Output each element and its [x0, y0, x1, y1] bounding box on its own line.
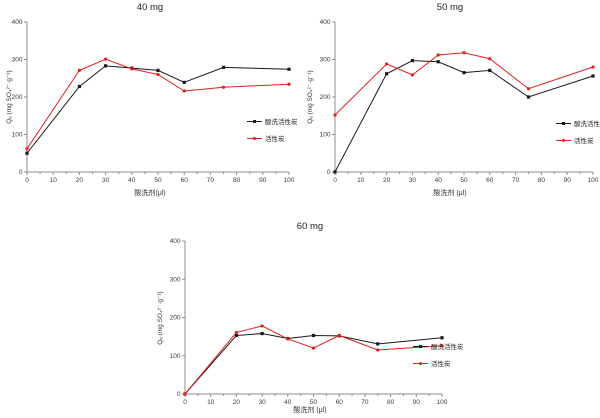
svg-text:400: 400 — [320, 19, 331, 26]
axes: 0 10 20 30 40 50 60 70 80 90 100 0 100 200 300 400 — [12, 19, 295, 184]
svg-text:0: 0 — [19, 169, 23, 176]
legend-marker-square-icon — [556, 121, 571, 125]
svg-text:300: 300 — [170, 276, 181, 283]
svg-text:10: 10 — [207, 399, 215, 406]
svg-text:10: 10 — [50, 177, 58, 184]
svg-text:30: 30 — [102, 177, 110, 184]
chart-40mg: 40 mg Qₑ (mg SO₄²⁻·g⁻¹) 0 10 20 30 40 50 60 70 8… — [0, 0, 300, 210]
legend-marker-circle-icon — [556, 138, 571, 142]
svg-text:40: 40 — [284, 399, 292, 406]
svg-text:30: 30 — [258, 399, 266, 406]
svg-text:400: 400 — [12, 19, 23, 26]
svg-text:60: 60 — [336, 399, 344, 406]
plot-canvas: 0 10 20 30 40 50 60 70 80 90 100 0 100 200 300 400 — [320, 19, 599, 184]
chart-title: 50 mg — [436, 2, 464, 13]
axes: 0 10 20 30 40 50 60 70 80 90 100 0 100 200 300 400 — [170, 238, 448, 406]
plot-canvas: 0 10 20 30 40 50 60 70 80 90 100 0 100 200 300 400 — [12, 19, 295, 184]
svg-text:100: 100 — [437, 399, 448, 406]
legend-marker-circle-icon — [247, 136, 262, 140]
svg-text:50: 50 — [310, 399, 318, 406]
svg-text:80: 80 — [387, 399, 395, 406]
svg-text:70: 70 — [361, 399, 369, 406]
legend-item: 酸洗活性炭 — [247, 116, 298, 126]
chart-title: 60 mg — [296, 221, 324, 232]
axes: 0 10 20 30 40 50 60 70 80 90 100 0 100 200 300 400 — [320, 19, 599, 184]
svg-text:0: 0 — [327, 169, 331, 176]
chart-50mg: 50 mg Qₑ (mg SO₄²⁻·g⁻¹) 0 10 20 30 40 50 60 70 8… — [300, 0, 600, 210]
chart-60mg: 60 mg Qₑ (mg SO₄²⁻·g⁻¹) 0 10 20 30 40 50 60 70 8… — [150, 218, 470, 418]
legend-marker-square-icon — [247, 119, 262, 123]
svg-text:0: 0 — [333, 177, 337, 184]
legend-label: 活性炭 — [431, 361, 451, 368]
legend-label: 酸洗活性炭 — [574, 121, 600, 128]
svg-text:0: 0 — [183, 399, 187, 406]
legend-item: 酸洗活性炭 — [413, 341, 464, 351]
plot-canvas: 0 10 20 30 40 50 60 70 80 90 100 0 100 200 300 400 — [170, 238, 448, 406]
series-line-1 — [333, 51, 595, 117]
svg-text:50: 50 — [460, 177, 468, 184]
svg-text:50: 50 — [154, 177, 162, 184]
svg-text:30: 30 — [409, 177, 417, 184]
legend-marker-square-icon — [413, 344, 428, 348]
svg-text:300: 300 — [12, 57, 23, 64]
svg-text:400: 400 — [170, 238, 181, 245]
legend-label: 活性炭 — [574, 138, 594, 145]
svg-text:80: 80 — [233, 177, 241, 184]
legend-item: 活性炭 — [413, 358, 464, 368]
svg-text:200: 200 — [320, 94, 331, 101]
svg-text:100: 100 — [12, 132, 23, 139]
legend-marker-circle-icon — [413, 361, 428, 365]
legend-label: 活性炭 — [265, 136, 285, 143]
svg-text:80: 80 — [538, 177, 546, 184]
legend-item: 酸洗活性炭 — [556, 118, 600, 128]
svg-text:70: 70 — [512, 177, 520, 184]
svg-text:0: 0 — [25, 177, 29, 184]
svg-text:90: 90 — [564, 177, 572, 184]
series-line-1 — [183, 324, 444, 396]
svg-text:200: 200 — [170, 315, 181, 322]
x-axis-label: 酸洗剂 (μl) — [293, 407, 327, 414]
legend-label: 酸洗活性炭 — [431, 344, 464, 351]
svg-text:100: 100 — [284, 177, 295, 184]
svg-text:20: 20 — [76, 177, 84, 184]
chart-title: 40 mg — [136, 2, 164, 13]
series-line-0 — [183, 331, 444, 396]
svg-text:40: 40 — [435, 177, 443, 184]
series-line-0 — [333, 59, 595, 174]
svg-text:100: 100 — [320, 132, 331, 139]
svg-text:100: 100 — [170, 353, 181, 360]
svg-text:100: 100 — [588, 177, 599, 184]
svg-text:10: 10 — [357, 177, 365, 184]
series-line-1 — [25, 57, 291, 151]
legend-label: 酸洗活性炭 — [265, 119, 298, 126]
svg-text:40: 40 — [128, 177, 136, 184]
svg-text:60: 60 — [181, 177, 189, 184]
x-axis-label: 酸洗剂 (μl) — [433, 190, 467, 197]
svg-text:70: 70 — [207, 177, 215, 184]
legend: 酸洗活性炭 活性炭 — [413, 341, 464, 368]
svg-text:60: 60 — [486, 177, 494, 184]
legend-item: 活性炭 — [247, 133, 298, 143]
svg-text:20: 20 — [383, 177, 391, 184]
svg-text:90: 90 — [413, 399, 421, 406]
legend: 酸洗活性炭 活性炭 — [556, 118, 600, 145]
svg-text:0: 0 — [177, 391, 181, 398]
svg-text:20: 20 — [233, 399, 241, 406]
legend: 酸洗活性炭 活性炭 — [247, 116, 298, 143]
svg-text:300: 300 — [320, 57, 331, 64]
x-axis-label: 酸洗剂(μl) — [134, 190, 166, 197]
svg-text:200: 200 — [12, 94, 23, 101]
legend-item: 活性炭 — [556, 135, 600, 145]
svg-text:90: 90 — [259, 177, 267, 184]
